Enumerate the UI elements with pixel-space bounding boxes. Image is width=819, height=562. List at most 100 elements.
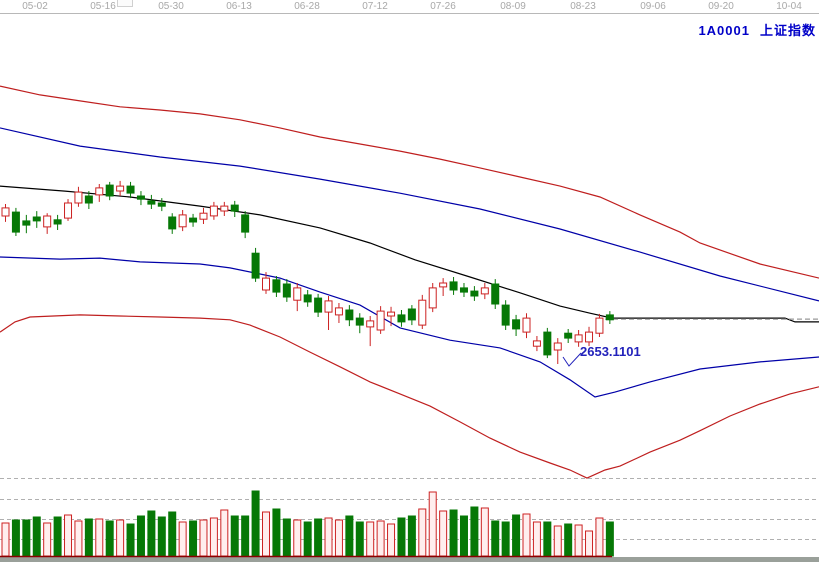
volume-bar: [543, 521, 552, 557]
candle-body: [407, 308, 416, 321]
band-lower-blue-line: [0, 256, 819, 398]
candle-body: [64, 202, 73, 219]
candle-body: [376, 310, 385, 331]
volume-bar: [366, 521, 375, 557]
candle-body: [459, 287, 468, 293]
volume-bar: [282, 518, 291, 557]
volume-bar: [397, 517, 406, 557]
volume-bar: [126, 523, 135, 557]
volume-bar: [272, 508, 281, 557]
candle-body: [585, 331, 594, 343]
low-price-annotation: 2653.1101: [580, 344, 641, 359]
candle-body: [11, 211, 20, 233]
volume-bar: [585, 530, 594, 557]
candle-body: [532, 340, 541, 347]
candle-body: [501, 304, 510, 326]
candle-body: [605, 314, 614, 321]
axis-date-label: 05-16: [90, 1, 116, 12]
axis-date-label: 05-02: [22, 1, 48, 12]
candle-body: [522, 317, 531, 333]
volume-bar: [345, 515, 354, 557]
volume-bar: [251, 490, 260, 557]
candle-body: [491, 283, 500, 305]
axis-date-label: 09-06: [640, 1, 666, 12]
volume-bar: [189, 520, 198, 557]
candle-body: [293, 287, 302, 301]
candle-body: [74, 191, 83, 204]
axis-date-label: 10-04: [776, 1, 802, 12]
volume-bar: [564, 523, 573, 557]
volume-bar: [95, 518, 104, 557]
volume-layer: [1, 490, 614, 557]
axis-date-label: 07-12: [362, 1, 388, 12]
axis-date-label: 08-23: [570, 1, 596, 12]
volume-bar: [387, 523, 396, 557]
candle-body: [428, 287, 437, 309]
candle-body: [262, 277, 270, 291]
symbol-code: 1A0001: [698, 23, 750, 38]
volume-bar: [376, 520, 385, 557]
candle-body: [43, 215, 52, 228]
candle-body: [84, 195, 93, 204]
candle-body: [126, 185, 135, 194]
volume-bar: [574, 524, 583, 557]
volume-bar: [324, 517, 333, 557]
candle-body: [230, 204, 239, 212]
volume-bar: [220, 509, 229, 557]
volume-bar: [355, 521, 364, 557]
candle-body: [105, 184, 114, 197]
volume-bar: [178, 521, 187, 557]
axis-date-label: 07-26: [430, 1, 456, 12]
volume-bar: [512, 514, 521, 557]
volume-bar: [32, 516, 41, 557]
axis-date-label: 09-20: [708, 1, 734, 12]
candle-body: [168, 216, 177, 230]
volume-bar: [314, 518, 323, 557]
candle-body: [449, 281, 458, 291]
symbol-label: 1A0001 上证指数: [698, 20, 816, 39]
volume-bar: [11, 519, 20, 557]
volume-bar: [428, 491, 437, 557]
volume-bar: [293, 519, 302, 557]
volume-bar: [439, 510, 448, 557]
candle-body: [324, 300, 333, 313]
candle-body: [241, 214, 250, 233]
candle-body: [439, 282, 448, 288]
axis-date-label: 06-13: [226, 1, 252, 12]
volume-bar: [1, 522, 10, 557]
candle-body: [1, 207, 10, 217]
candle-body: [470, 290, 479, 297]
axis-date-label: 05-30: [158, 1, 184, 12]
volume-bar: [147, 510, 156, 557]
low-annotation-pointer: [562, 352, 582, 367]
candle-body: [303, 294, 312, 303]
volume-bar: [522, 513, 531, 557]
volume-bar: [532, 521, 541, 557]
band-upper-red-line: [0, 85, 819, 279]
candle-body: [345, 309, 354, 321]
volume-bar: [459, 515, 468, 557]
candle-body: [32, 216, 41, 222]
volume-bar: [116, 519, 125, 557]
candle-body: [387, 311, 396, 317]
axis-date-label: 06-28: [294, 1, 320, 12]
volume-bar: [64, 514, 73, 557]
candle-body: [251, 252, 260, 279]
date-axis: 05-02 05-16 05-30 06-13 06-28 07-12 07-26 08-09…: [0, 0, 819, 14]
candle-body: [209, 205, 218, 217]
volume-bar: [480, 507, 489, 557]
volume-bar: [407, 515, 416, 557]
volume-bar: [418, 508, 427, 557]
volume-bar: [105, 520, 114, 557]
candle-body: [334, 307, 343, 316]
volume-bar: [501, 521, 510, 557]
band-middle-black-line: [0, 185, 819, 323]
volume-bar: [491, 520, 500, 557]
candle-body: [397, 314, 406, 323]
candle-body: [136, 195, 145, 200]
candle-body: [53, 219, 62, 225]
candle-body: [574, 334, 583, 343]
volume-bar: [605, 521, 614, 557]
candles-layer: [1, 180, 614, 364]
